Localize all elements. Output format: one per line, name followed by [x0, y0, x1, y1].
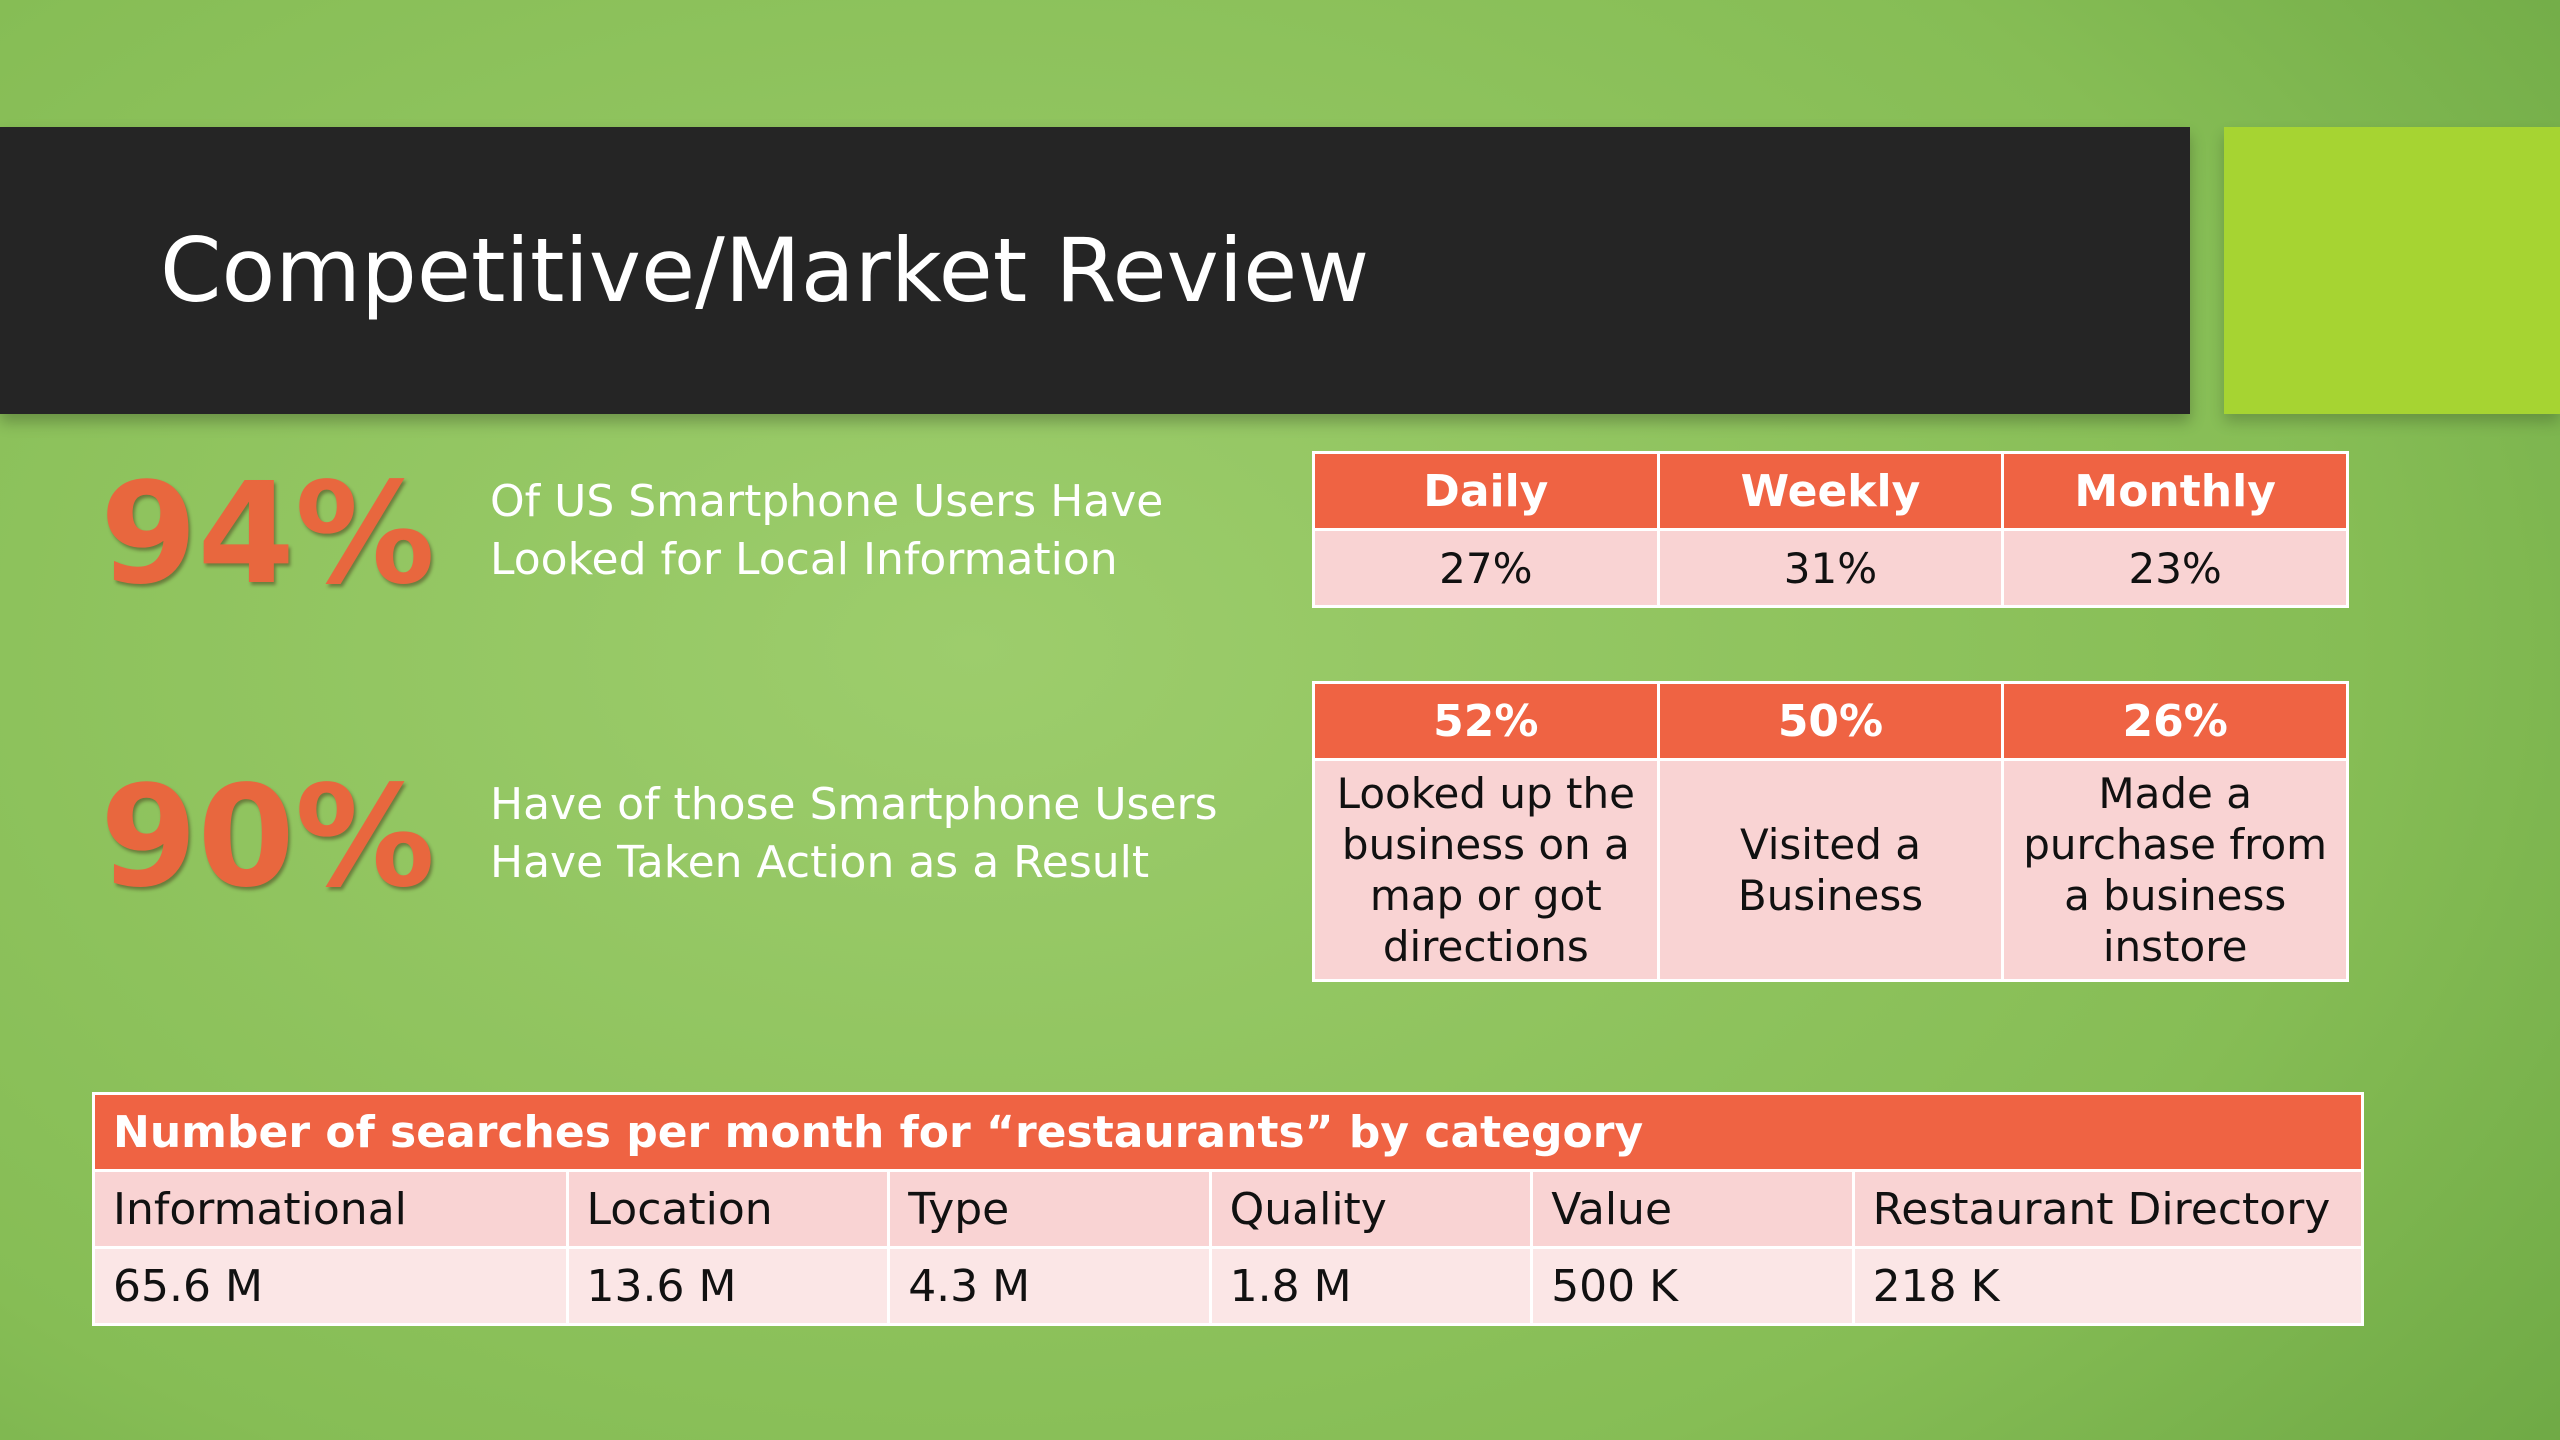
frequency-value-weekly: 31%: [1656, 528, 2005, 608]
action-description-map: Looked up the business on a map or got d…: [1312, 758, 1660, 982]
search-value-row: 65.6 M 13.6 M 4.3 M 1.8 M 500 K 218 K: [92, 1246, 2365, 1326]
stat-description-action: Have of those Smartphone Users Have Take…: [490, 779, 1218, 888]
search-category-type: Type: [887, 1169, 1212, 1249]
search-table: Number of searches per month for “restau…: [92, 1092, 2365, 1326]
action-header-row: 52% 50% 26%: [1312, 681, 2349, 761]
frequency-header-row: Daily Weekly Monthly: [1312, 451, 2349, 531]
search-category-value: Value: [1530, 1169, 1855, 1249]
search-value-quality: 1.8 M: [1208, 1246, 1534, 1326]
frequency-header-weekly: Weekly: [1656, 451, 2005, 531]
slide-title: Competitive/Market Review: [160, 219, 1370, 322]
search-table-title: Number of searches per month for “restau…: [92, 1092, 2364, 1172]
action-header-map: 52%: [1312, 681, 1660, 761]
search-category-quality: Quality: [1208, 1169, 1534, 1249]
search-value-value: 500 K: [1530, 1246, 1855, 1326]
frequency-table: Daily Weekly Monthly 27% 31% 23%: [1312, 451, 2349, 608]
search-table-header-row: Number of searches per month for “restau…: [92, 1092, 2364, 1172]
search-category-location: Location: [565, 1169, 891, 1249]
stat-description-local-info: Of US Smartphone Users Have Looked for L…: [490, 476, 1164, 585]
search-category-row: Informational Location Type Quality Valu…: [92, 1169, 2365, 1249]
frequency-value-row: 27% 31% 23%: [1312, 528, 2349, 608]
stat-value-local-info: 94%: [100, 453, 436, 616]
search-value-type: 4.3 M: [887, 1246, 1212, 1326]
search-value-location: 13.6 M: [565, 1246, 891, 1326]
frequency-value-monthly: 23%: [2001, 528, 2349, 608]
frequency-value-daily: 27%: [1312, 528, 1660, 608]
action-header-purchase: 26%: [2001, 681, 2349, 761]
search-value-informational: 65.6 M: [92, 1246, 569, 1326]
search-category-directory: Restaurant Directory: [1851, 1169, 2365, 1249]
action-description-row: Looked up the business on a map or got d…: [1312, 758, 2349, 982]
stat-value-action: 90%: [100, 756, 436, 919]
search-category-informational: Informational: [92, 1169, 569, 1249]
title-bar: Competitive/Market Review: [0, 127, 2190, 414]
accent-block: [2224, 127, 2560, 414]
action-table: 52% 50% 26% Looked up the business on a …: [1312, 681, 2349, 982]
search-value-directory: 218 K: [1851, 1246, 2365, 1326]
frequency-header-daily: Daily: [1312, 451, 1660, 531]
action-header-visit: 50%: [1656, 681, 2005, 761]
action-description-visit: Visited a Business: [1656, 758, 2005, 982]
action-description-purchase: Made a purchase from a business instore: [2001, 758, 2349, 982]
frequency-header-monthly: Monthly: [2001, 451, 2349, 531]
